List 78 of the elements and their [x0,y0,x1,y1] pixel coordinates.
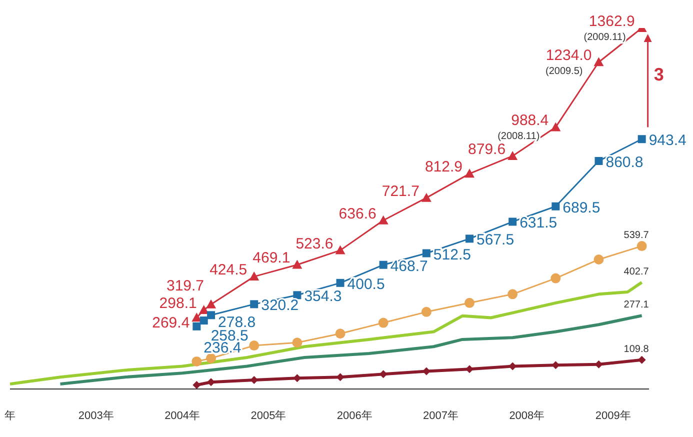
x-tick-label: 年 [4,410,16,422]
point [638,135,646,144]
point [192,381,201,389]
point [464,168,475,178]
x-tick-label: 2008年 [509,410,545,422]
data-label: 512.5 [433,246,471,264]
annotation: (2008.11) [498,131,540,142]
point [378,318,388,328]
data-label: 277.1 [624,300,650,311]
data-label: 469.1 [252,250,290,267]
x-tick-label: 2004年 [164,410,200,422]
x-tick-label: 2009年 [595,410,631,422]
data-label: 631.5 [520,214,558,232]
annotation: (2009.5) [545,66,583,78]
x-tick-label: 2003年 [78,410,114,422]
x-tick-label: 2005年 [250,410,286,422]
data-label: 879.6 [468,141,506,158]
point [292,260,302,269]
data-label: 319.7 [166,277,204,294]
data-label: 298.1 [159,295,197,312]
data-label: 721.7 [382,182,420,200]
point [421,192,432,202]
annotation: (2009.11) [584,32,626,43]
point [594,57,604,66]
point [466,234,474,243]
point [594,254,604,264]
point [206,299,216,308]
point [200,316,208,325]
point [293,291,302,300]
point [379,260,388,269]
data-label: 539.7 [624,230,650,242]
point [335,245,346,254]
point [636,241,647,252]
data-label: 943.4 [648,132,686,150]
point [335,328,346,339]
data-label: 523.6 [296,235,334,252]
point [292,338,302,348]
point [550,273,561,284]
point [336,278,344,287]
data-label: 468.7 [390,258,428,275]
text: 3 [654,64,664,85]
data-label: 402.7 [624,266,650,278]
point [249,340,260,351]
data-label: 860.8 [606,154,644,171]
data-label: 320.2 [261,297,299,314]
point [198,305,209,314]
x-tick-label: 2006年 [336,410,372,422]
data-label: 1234.0 [546,47,592,64]
data-label: 988.4 [511,112,549,130]
data-label: 269.4 [152,314,190,332]
data-label: 636.6 [338,205,376,222]
data-label: 278.8 [218,314,256,332]
point [421,306,432,317]
data-label: 424.5 [210,262,248,279]
point [192,322,201,330]
point [508,151,518,160]
point [378,215,388,224]
point [638,356,646,364]
point [192,356,202,366]
point [206,353,216,364]
point [207,311,216,320]
point [594,156,603,165]
data-label: 400.5 [347,276,385,293]
point [508,289,518,300]
data-label: 689.5 [562,199,600,216]
data-label: 567.5 [476,232,514,249]
data-label: 1362.9 [588,13,635,30]
point [508,218,517,226]
point [250,300,258,308]
point [249,272,260,281]
point [422,249,430,258]
point [550,122,561,132]
point [464,298,475,308]
data-label: 109.8 [624,344,650,355]
x-tick-label: 2007年 [423,410,459,422]
data-label: 354.3 [304,288,342,306]
point [552,202,560,210]
data-label: 812.9 [424,158,463,176]
